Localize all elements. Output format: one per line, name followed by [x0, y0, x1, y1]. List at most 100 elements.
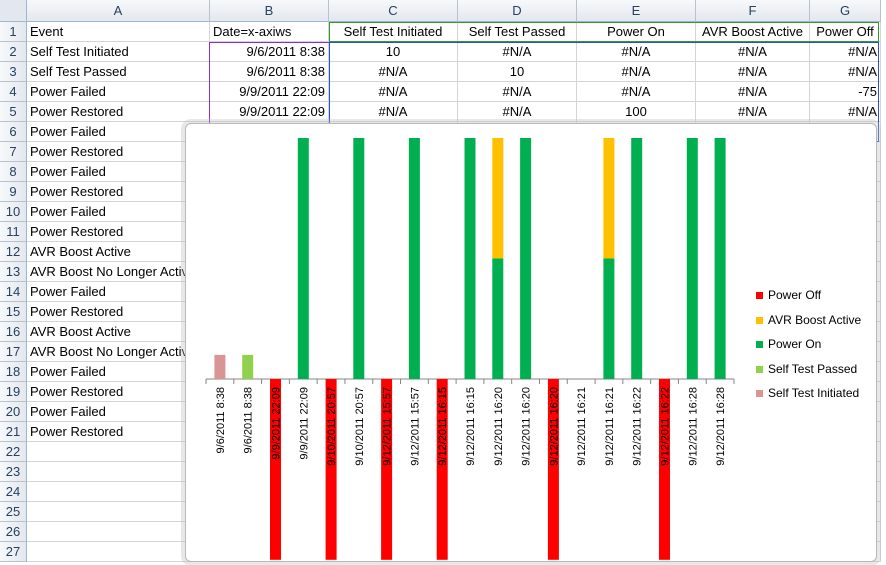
cell[interactable]: Power Failed	[27, 122, 210, 142]
cell[interactable]: #N/A	[810, 102, 881, 122]
row-header[interactable]: 24	[0, 482, 27, 502]
legend-item[interactable]: Self Test Initiated	[756, 386, 859, 400]
cell[interactable]: AVR Boost No Longer Active	[27, 342, 210, 362]
bar-avr-boost-active[interactable]	[492, 138, 504, 259]
cell[interactable]: Self Test Initiated	[27, 42, 210, 62]
row-header[interactable]: 12	[0, 242, 27, 262]
chart-object[interactable]: 9/6/2011 8:38 9/6/2011 8:38 9/9/2011 22:09…	[185, 123, 877, 562]
row-header[interactable]: 8	[0, 162, 27, 182]
bar-power-on[interactable]	[353, 138, 365, 379]
bar-self-test-passed[interactable]	[242, 354, 254, 379]
cell[interactable]: Power Failed	[27, 202, 210, 222]
cell[interactable]: 10	[329, 42, 458, 62]
cell[interactable]: -75	[810, 82, 881, 102]
cell[interactable]: 9/6/2011 8:38	[210, 62, 329, 82]
bar-power-off[interactable]	[436, 379, 448, 560]
bar-avr-boost-active[interactable]	[603, 138, 615, 259]
bar-power-on[interactable]	[686, 138, 698, 379]
cell[interactable]: Power Restored	[27, 302, 210, 322]
cell[interactable]: Power Restored	[27, 102, 210, 122]
cell[interactable]: #N/A	[329, 82, 458, 102]
column-header-g[interactable]: G	[810, 0, 881, 22]
cell[interactable]: 100	[577, 102, 696, 122]
cell[interactable]: AVR Boost Active	[27, 242, 210, 262]
row-header[interactable]: 6	[0, 122, 27, 142]
row-header[interactable]: 19	[0, 382, 27, 402]
row-header[interactable]: 27	[0, 542, 27, 562]
column-header-e[interactable]: E	[577, 0, 696, 22]
bar-power-on[interactable]	[297, 138, 309, 379]
cell[interactable]	[27, 442, 210, 462]
cell[interactable]: Event	[27, 22, 210, 42]
cell[interactable]: #N/A	[577, 42, 696, 62]
cell[interactable]: Power Failed	[27, 82, 210, 102]
cell[interactable]: #N/A	[696, 62, 810, 82]
row-header[interactable]: 14	[0, 282, 27, 302]
cell[interactable]: Date=x-axiws	[210, 22, 329, 42]
cell[interactable]: 9/9/2011 22:09	[210, 102, 329, 122]
row-header[interactable]: 20	[0, 402, 27, 422]
legend-item[interactable]: Self Test Passed	[756, 362, 857, 376]
bar-power-off[interactable]	[381, 379, 393, 560]
cell[interactable]: Power Restored	[27, 182, 210, 202]
select-all-corner[interactable]	[0, 0, 27, 22]
row-header[interactable]: 22	[0, 442, 27, 462]
bar-power-on[interactable]	[492, 258, 504, 380]
bar-self-test-initiated[interactable]	[214, 354, 226, 379]
cell[interactable]: Power Failed	[27, 282, 210, 302]
cell[interactable]: #N/A	[696, 102, 810, 122]
cell[interactable]: AVR Boost No Longer Active	[27, 262, 210, 282]
cell[interactable]: #N/A	[696, 82, 810, 102]
column-header-f[interactable]: F	[696, 0, 810, 22]
row-header[interactable]: 1	[0, 22, 27, 42]
row-header[interactable]: 23	[0, 462, 27, 482]
column-header-d[interactable]: D	[458, 0, 577, 22]
cell[interactable]: #N/A	[458, 42, 577, 62]
cell[interactable]: Power Failed	[27, 362, 210, 382]
cell[interactable]: Power Restored	[27, 422, 210, 442]
legend-item[interactable]: Power Off	[756, 288, 821, 302]
cell[interactable]: #N/A	[458, 102, 577, 122]
cell[interactable]: #N/A	[577, 82, 696, 102]
row-header[interactable]: 3	[0, 62, 27, 82]
cell[interactable]: Self Test Passed	[27, 62, 210, 82]
cell[interactable]	[27, 542, 210, 562]
cell[interactable]: #N/A	[810, 62, 881, 82]
bar-power-off[interactable]	[659, 379, 670, 560]
cell[interactable]: Power Restored	[27, 142, 210, 162]
column-header-b[interactable]: B	[210, 0, 329, 22]
row-header[interactable]: 2	[0, 42, 27, 62]
row-header[interactable]: 4	[0, 82, 27, 102]
column-header-c[interactable]: C	[329, 0, 458, 22]
row-header[interactable]: 17	[0, 342, 27, 362]
cell[interactable]: 9/6/2011 8:38	[210, 42, 329, 62]
cell[interactable]: Power Restored	[27, 382, 210, 402]
bar-power-on[interactable]	[714, 138, 726, 379]
bar-power-off[interactable]	[270, 379, 281, 560]
cell[interactable]: Power Failed	[27, 162, 210, 182]
row-header[interactable]: 21	[0, 422, 27, 442]
cell[interactable]: Power Off	[810, 22, 881, 42]
row-header[interactable]: 10	[0, 202, 27, 222]
row-header[interactable]: 25	[0, 502, 27, 522]
bar-power-on[interactable]	[603, 258, 615, 380]
cell[interactable]: Power On	[577, 22, 696, 42]
column-header-a[interactable]: A	[27, 0, 210, 22]
cell[interactable]: #N/A	[577, 62, 696, 82]
row-header[interactable]: 26	[0, 522, 27, 542]
row-header[interactable]: 15	[0, 302, 27, 322]
bar-power-on[interactable]	[464, 138, 476, 379]
cell[interactable]: Self Test Initiated	[329, 22, 458, 42]
cell[interactable]: #N/A	[329, 102, 458, 122]
row-header[interactable]: 5	[0, 102, 27, 122]
cell[interactable]: AVR Boost Active	[696, 22, 810, 42]
bar-power-on[interactable]	[408, 138, 420, 379]
row-header[interactable]: 9	[0, 182, 27, 202]
bar-power-off[interactable]	[547, 379, 559, 560]
cell[interactable]: Self Test Passed	[458, 22, 577, 42]
cell[interactable]: #N/A	[458, 82, 577, 102]
bar-power-on[interactable]	[631, 138, 643, 379]
cell[interactable]: #N/A	[329, 62, 458, 82]
cell[interactable]: Power Failed	[27, 402, 210, 422]
bar-power-on[interactable]	[520, 138, 532, 379]
